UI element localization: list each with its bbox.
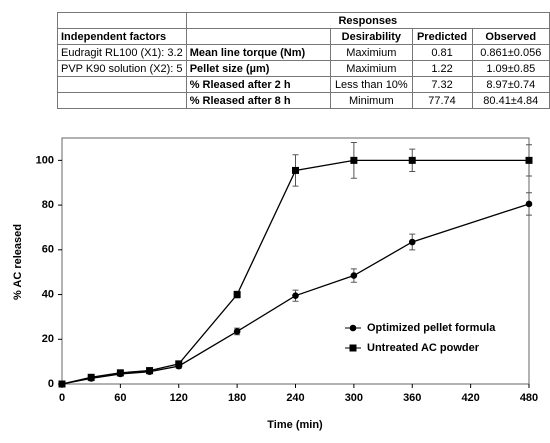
- y-tick-label: 60: [42, 244, 54, 256]
- x-tick-label: 180: [228, 392, 246, 404]
- x-tick-label: 360: [403, 392, 421, 404]
- y-tick-label: 0: [48, 378, 54, 390]
- table-cell: Minimum: [330, 92, 413, 109]
- x-tick-label: 60: [114, 392, 126, 404]
- x-tick-label: 480: [520, 392, 538, 404]
- table-cell: Predicted: [411, 28, 473, 45]
- data-point: [408, 238, 416, 246]
- x-tick-label: 420: [461, 392, 479, 404]
- legend-label: Untreated AC powder: [367, 342, 480, 354]
- data-point: [292, 166, 299, 174]
- table-row: % Rleased after 8 h Minimum 77.74 80.41±4.8…: [57, 92, 550, 109]
- data-point: [58, 380, 66, 388]
- table-cell: 80.41±4.84: [471, 92, 550, 109]
- legend-marker: [349, 324, 357, 332]
- table-row: PVP K90 solution (X2): 5 Pellet size (µm)…: [57, 60, 550, 77]
- series-line: [61, 203, 530, 385]
- x-axis-label: Time (min): [267, 419, 323, 431]
- table-cell: 0.81: [411, 44, 473, 61]
- data-point: [116, 369, 124, 377]
- data-point: [350, 272, 358, 279]
- data-point: [350, 156, 358, 164]
- table-cell: % Rleased after 8 h: [185, 92, 332, 109]
- data-point: [233, 328, 241, 335]
- data-point: [233, 291, 241, 299]
- table-cell: Observed: [471, 28, 550, 45]
- data-point: [525, 200, 533, 208]
- table-row: Responses: [57, 12, 550, 29]
- table-cell: Maximium: [330, 60, 413, 77]
- data-point: [146, 367, 154, 375]
- table-row: Independent factors Desirability Predicted…: [57, 28, 550, 45]
- data-point: [175, 360, 183, 368]
- y-tick-label: 20: [42, 333, 54, 345]
- table-cell: 1.22: [411, 60, 473, 77]
- series-line: [61, 159, 529, 385]
- data-point: [408, 156, 416, 164]
- data-point: [525, 156, 533, 164]
- y-tick-label: 40: [42, 288, 54, 300]
- table-cell: 77.74: [411, 92, 473, 109]
- table-cell: Less than 10%: [330, 76, 413, 93]
- table-cell: % Rleased after 2 h: [185, 76, 332, 93]
- x-tick-label: 0: [59, 392, 65, 404]
- y-axis-label: % AC released: [12, 224, 24, 300]
- response-table: Responses Independent factors Desirability…: [57, 12, 550, 109]
- y-tick-label: 100: [36, 154, 54, 166]
- table-cell: 8.97±0.74: [471, 76, 550, 93]
- x-tick-label: 300: [345, 392, 363, 404]
- x-tick-label: 120: [170, 392, 188, 404]
- x-tick-label: 240: [286, 392, 304, 404]
- legend-marker: [349, 344, 357, 352]
- legend-label: Optimized pellet formula: [367, 322, 496, 334]
- y-tick-label: 80: [42, 199, 54, 211]
- data-point: [87, 373, 95, 381]
- table-cell: Pellet size (µm): [185, 60, 332, 77]
- data-point: [292, 292, 299, 299]
- table-cell: 0.861±0.056: [471, 44, 550, 61]
- table-row: Eudragit RL100 (X1): 3.2 Mean line torque…: [57, 44, 550, 61]
